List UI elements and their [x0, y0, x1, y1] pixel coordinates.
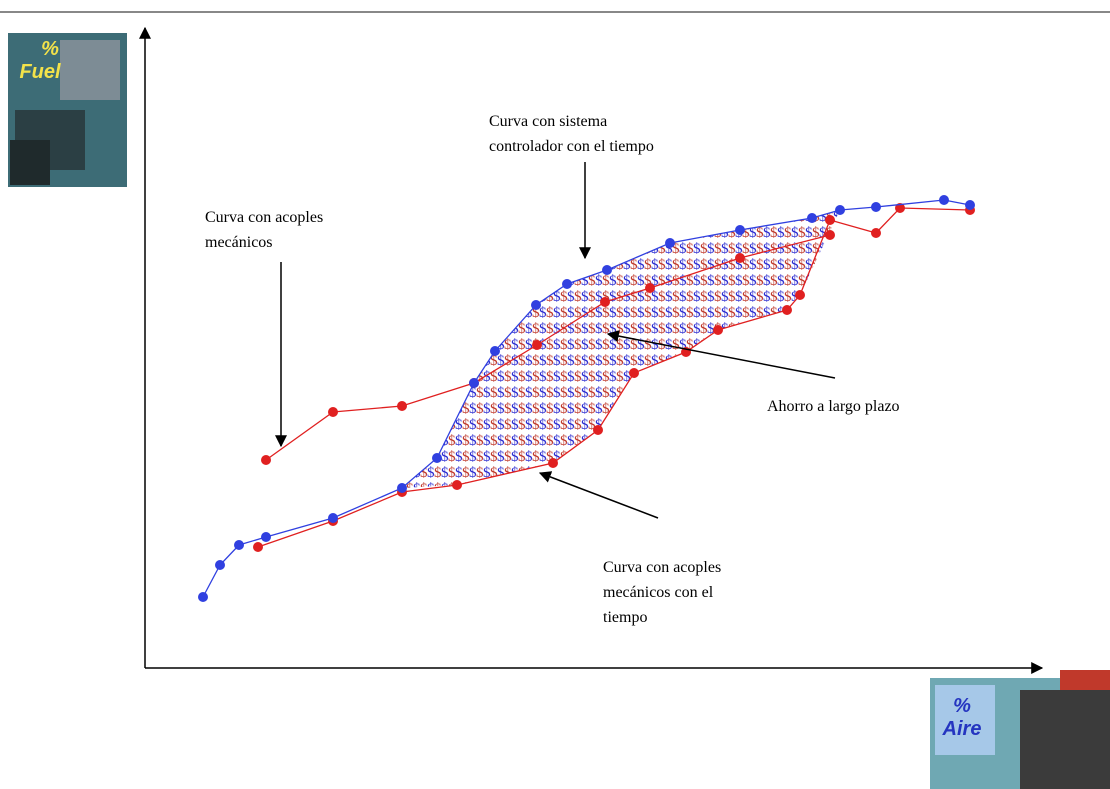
curve-point	[645, 283, 655, 293]
curve-point	[531, 300, 541, 310]
air-image: % Aire	[930, 670, 1110, 789]
arrow	[538, 471, 659, 519]
fuel-image: % Fuel	[8, 33, 127, 187]
curve-point	[593, 425, 603, 435]
curve-point	[602, 265, 612, 275]
fuel-label: Fuel	[19, 61, 61, 83]
curve-point	[965, 200, 975, 210]
curve-point	[198, 592, 208, 602]
curve-point	[234, 540, 244, 550]
curve-point	[562, 279, 572, 289]
curve-point	[469, 378, 479, 388]
arrow	[606, 330, 836, 379]
air-symbol: %	[953, 695, 971, 717]
curve-point	[871, 202, 881, 212]
savings-area	[402, 210, 840, 488]
curve-point	[735, 225, 745, 235]
curve-point	[825, 230, 835, 240]
curve-point	[261, 455, 271, 465]
curve-point	[215, 560, 225, 570]
annotation: Ahorro a largo plazo	[767, 398, 900, 415]
curve-point	[328, 407, 338, 417]
curve-point	[328, 513, 338, 523]
curve-point	[807, 213, 817, 223]
curve-point	[397, 401, 407, 411]
annotation: Curva con acoples mecánicos con el tiemp…	[603, 559, 725, 626]
curve-point	[548, 458, 558, 468]
curve-point	[735, 253, 745, 263]
curve-point	[600, 297, 610, 307]
curve-point	[665, 238, 675, 248]
curve-point	[532, 340, 542, 350]
curve-point	[795, 290, 805, 300]
curve-point	[871, 228, 881, 238]
fuel-symbol: %	[41, 38, 59, 60]
curve-point	[490, 346, 500, 356]
curve-point	[397, 483, 407, 493]
curve-point	[825, 215, 835, 225]
curve-point	[835, 205, 845, 215]
curve-point	[713, 325, 723, 335]
curve-point	[432, 453, 442, 463]
curve-point	[782, 305, 792, 315]
curve-point	[939, 195, 949, 205]
curve-point	[452, 480, 462, 490]
curve-point	[261, 532, 271, 542]
curve-point	[895, 203, 905, 213]
air-label: Aire	[942, 718, 982, 740]
curve-point	[629, 368, 639, 378]
annotation: Curva con acoples mecánicos	[205, 209, 327, 251]
annotation: Curva con sistema controlador con el tie…	[489, 113, 654, 155]
curve-point	[253, 542, 263, 552]
